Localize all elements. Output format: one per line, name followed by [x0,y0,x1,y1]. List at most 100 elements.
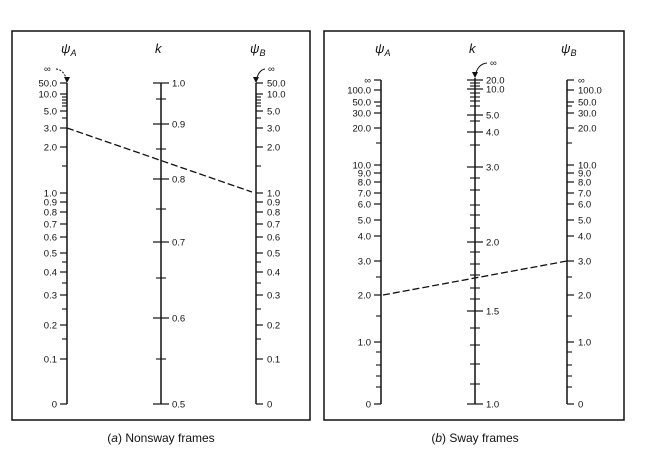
tick-label: 0.2 [267,321,280,332]
tick-label: 0.1 [44,355,57,366]
tick-label: 5.0 [358,216,371,227]
axis-psi-b: ψB 50.010.0 5.0 3.0 2.0 1.00.90.80.7 0.6 0.5 0.4… [250,41,286,411]
tick-label: 50.0 [578,98,597,109]
tick-label: 20.0 [353,124,372,135]
tick-label: 30.0 [353,109,372,120]
axis-psi-a: ψA ∞100.050.030.0 20.0 10.09.08.07.06.0 5.0 4… [347,41,390,411]
tick-label: 9.0 [578,169,591,180]
tick-label: 3.0 [267,124,280,135]
infinity-label: ∞ [268,64,275,75]
infinity-label: ∞ [44,64,51,75]
tick-label: 1.0 [486,400,499,411]
tick-label: ∞ [364,76,371,87]
tick-label: 2.0 [267,143,280,154]
tick-label: 30.0 [578,109,597,120]
tick-label: 0.6 [44,233,57,244]
axis-title: ψB [561,41,576,58]
tick-label: 0.5 [267,249,280,260]
tick-label: 9.0 [358,169,371,180]
tick-label: 0 [578,400,583,411]
tick-label: 0.7 [267,220,280,231]
tick-label: 8.0 [358,178,371,189]
axis-psi-b: ψB ∞100.050.030.0 20.0 10.09.08.07.06.0 5.0 4… [561,41,602,411]
axis-k: k 20.010.0 5.0 4.0 3.0 2.0 1.5 1.0 ∞ [467,41,505,411]
tick-label: 0.3 [44,291,57,302]
tick-label: 10.0 [267,90,286,101]
tick-label: 0.9 [44,198,57,209]
tick-label: 4.0 [486,128,499,139]
panel-frame [11,30,311,421]
panel-frame [323,30,625,421]
tick-label: ∞ [578,76,585,87]
tick-label: 0.6 [267,233,280,244]
tick-label: 6.0 [578,200,591,211]
panel-caption: (a) Nonsway frames [107,431,214,445]
tick-label: 1.0 [44,189,57,200]
tick-label: 1.0 [358,338,371,349]
tick-label: 3.0 [486,163,499,174]
tick-label: 1.0 [267,189,280,200]
tick-label: 5.0 [578,216,591,227]
tick-label: 3.0 [578,257,591,268]
tick-label: 3.0 [358,257,371,268]
axis-psi-a: ψA 50.010.0 5.0 3.0 2.0 1.00.90.80.7 0.6 0.5 0.4… [39,41,77,411]
tick-label: 2.0 [578,291,591,302]
tick-label: 0.5 [44,249,57,260]
arrowhead-icon [472,72,478,78]
tick-label: 10.0 [39,90,58,101]
arrowhead-icon [253,77,259,83]
tick-label: 50.0 [267,79,286,90]
tick-label: 2.0 [358,291,371,302]
tick-label: 0 [267,400,272,411]
tick-label: 100.0 [347,86,371,97]
tick-label: 0.8 [267,208,280,219]
tick-label: 0.9 [172,120,185,131]
tick-label: 5.0 [267,107,280,118]
tick-label: 4.0 [578,232,591,243]
panel-a: ψA50.010.05.03.02.01.00.90.80.70.60.50.4… [11,30,311,445]
panel-caption: (b) Sway frames [431,431,518,445]
tick-label: 0 [52,400,57,411]
example-dashed-line [382,260,568,296]
tick-label: 8.0 [578,178,591,189]
tick-label: 1.0 [578,338,591,349]
tick-label: 10.0 [486,85,505,96]
tick-label: 10.0 [353,161,372,172]
tick-label: 0.2 [44,321,57,332]
axis-title: ψB [250,41,265,58]
tick-label: 6.0 [358,200,371,211]
arrowhead-icon [64,77,70,83]
tick-label: 0.8 [172,175,185,186]
tick-label: 0.4 [44,268,57,279]
infinity-label: ∞ [490,58,497,69]
tick-label: 50.0 [39,79,58,90]
axis-title: ψA [61,41,76,58]
tick-label: 100.0 [578,86,602,97]
tick-label: 50.0 [353,98,372,109]
tick-label: 0.8 [44,208,57,219]
axis-title: ψA [375,41,390,58]
tick-label: 0.7 [172,238,185,249]
tick-label: 1.5 [486,307,499,318]
tick-label: 7.0 [578,189,591,200]
tick-label: 1.0 [172,79,185,90]
panel-b: ψA∞100.050.030.020.010.09.08.07.06.05.04… [323,30,625,445]
tick-label: 5.0 [44,107,57,118]
infinity-arrow [55,68,68,83]
tick-label: 10.0 [578,161,597,172]
axis-k: k 1.0 0.9 0.8 0.7 0.6 0.5 [153,41,185,411]
tick-label: 5.0 [486,111,499,122]
tick-label: 20.0 [486,76,505,87]
tick-label: 0 [366,400,371,411]
tick-label: 0.6 [172,314,185,325]
tick-label: 7.0 [358,189,371,200]
tick-label: 0.9 [267,198,280,209]
tick-label: 4.0 [358,232,371,243]
example-dashed-line [66,127,253,193]
tick-label: 0.1 [267,355,280,366]
axis-title: k [155,41,163,56]
tick-label: 3.0 [44,124,57,135]
tick-label: 0.4 [267,268,280,279]
tick-label: 2.0 [44,143,57,154]
